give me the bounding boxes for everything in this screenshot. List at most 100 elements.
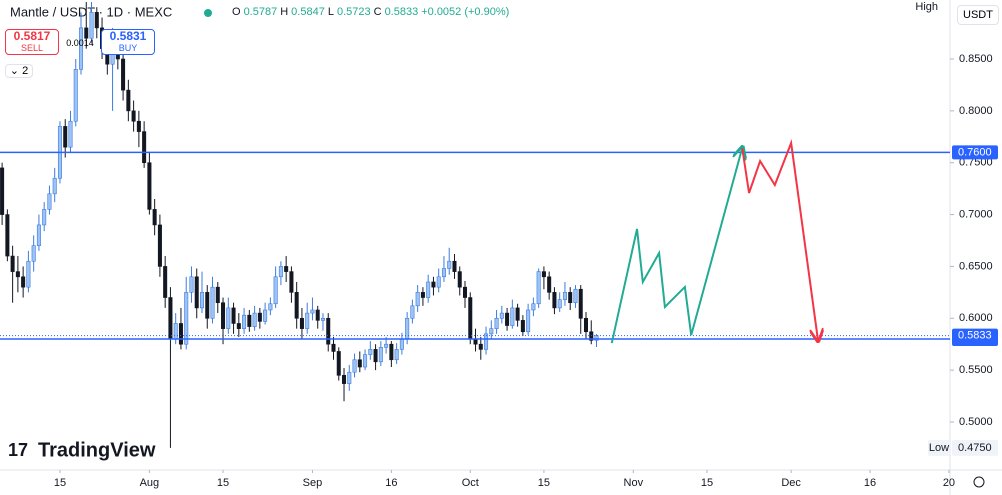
ohlc-key: O	[232, 6, 241, 18]
ohlc-value: 0.5723	[336, 6, 371, 18]
candle-body	[273, 276, 278, 305]
sell-label: SELL	[20, 43, 44, 53]
candle-body	[426, 281, 431, 298]
candle-body	[84, 27, 89, 39]
candle-body	[336, 351, 341, 376]
candle-body	[378, 347, 383, 363]
candle-body	[541, 271, 546, 278]
ohlc-key: C	[373, 6, 382, 18]
candle-body	[89, 12, 94, 39]
ohlc-value: 0.5787	[243, 6, 278, 18]
candle-body	[142, 131, 147, 164]
candle-body	[478, 343, 483, 350]
candle-body	[357, 359, 362, 368]
buy-label: BUY	[118, 43, 138, 53]
candle-body	[505, 312, 510, 326]
x-tick-label: 15	[701, 477, 713, 489]
candle-body	[131, 110, 136, 122]
candle-body	[352, 359, 357, 373]
y-tick-label: 0.6000	[959, 312, 993, 324]
projection-line	[741, 139, 818, 340]
candle-body	[536, 271, 541, 305]
candle-body	[194, 276, 199, 309]
candle-body	[31, 245, 36, 262]
y-tick-label: 0.8000	[959, 105, 993, 117]
candle-body	[68, 120, 73, 148]
candle-body	[499, 312, 504, 319]
candle-body	[289, 271, 294, 293]
candle-body	[441, 268, 446, 278]
candle-body	[21, 276, 26, 288]
candle-body	[552, 292, 557, 309]
candle-body	[184, 292, 189, 345]
candle-body	[26, 260, 31, 288]
candle-body	[415, 292, 420, 307]
candle-body	[205, 292, 210, 319]
candle-body	[121, 58, 126, 91]
candle-body	[578, 288, 583, 319]
candle-body	[573, 288, 578, 304]
x-tick-label: Aug	[140, 477, 160, 489]
spread: 0.0014	[66, 38, 94, 48]
candle-body	[63, 126, 68, 148]
brand: TradingView	[38, 439, 156, 461]
low-tag	[952, 439, 998, 456]
candle-body	[189, 276, 194, 293]
buy-button[interactable]: 0.5831 BUY	[101, 29, 155, 55]
candle-body	[363, 354, 368, 368]
candle-body	[389, 343, 394, 361]
last-price-label: 0.5833	[958, 330, 992, 342]
candle-body	[526, 309, 531, 333]
candle-body	[510, 307, 515, 326]
x-tick-label: Dec	[781, 477, 801, 489]
currency: USDT	[963, 9, 993, 21]
candle-body	[315, 309, 320, 321]
candle-body	[5, 214, 10, 257]
candle-body	[594, 335, 599, 341]
candle-body	[252, 312, 257, 327]
status-dot	[204, 9, 212, 17]
candle-body	[368, 349, 373, 355]
y-tick-label: 0.5000	[959, 416, 993, 428]
candle-body	[547, 276, 552, 293]
brand-logo: 17	[8, 440, 28, 460]
candle-body	[347, 371, 352, 384]
low-box	[928, 439, 950, 456]
sell-button[interactable]: 0.5817 SELL	[5, 29, 59, 55]
candle-body	[473, 338, 478, 345]
plot	[0, 1, 599, 448]
ohlc-key: H	[280, 6, 289, 18]
x-tick-label: 16	[385, 477, 397, 489]
candle-body	[163, 266, 168, 298]
candle-body	[47, 193, 52, 210]
x-tick-label: Nov	[624, 477, 644, 489]
candle-body	[199, 292, 205, 309]
candle-body	[294, 292, 299, 319]
candle-body	[268, 303, 273, 311]
candle-body	[173, 323, 178, 340]
candle-body	[436, 276, 441, 288]
candle-body	[531, 303, 536, 311]
candle-body	[310, 309, 315, 314]
candle-body	[583, 317, 589, 333]
candle-body	[126, 89, 131, 112]
ohlc-legend: O 0.5787 H 0.5847 L 0.5723 C 0.5833 +0.0052 (+0.…	[232, 6, 512, 18]
candle-body	[299, 317, 304, 329]
candle-body	[420, 292, 425, 298]
candle-body	[152, 209, 157, 226]
candle-body	[231, 307, 236, 324]
settings-icon[interactable]	[973, 476, 985, 488]
candle-body	[242, 314, 247, 329]
currency-button[interactable]: USDT	[957, 5, 999, 25]
candle-body	[78, 27, 84, 70]
candle-body	[399, 338, 404, 350]
indicators-toggle[interactable]: ⌄ 2	[5, 64, 33, 78]
low-label: Low	[929, 442, 949, 454]
candle-body	[210, 286, 215, 319]
x-tick-label: Oct	[462, 477, 479, 489]
candle-body	[305, 312, 310, 329]
y-tick-label: 0.7500	[959, 157, 993, 169]
candle-body	[36, 224, 41, 246]
candle-body	[489, 328, 494, 335]
